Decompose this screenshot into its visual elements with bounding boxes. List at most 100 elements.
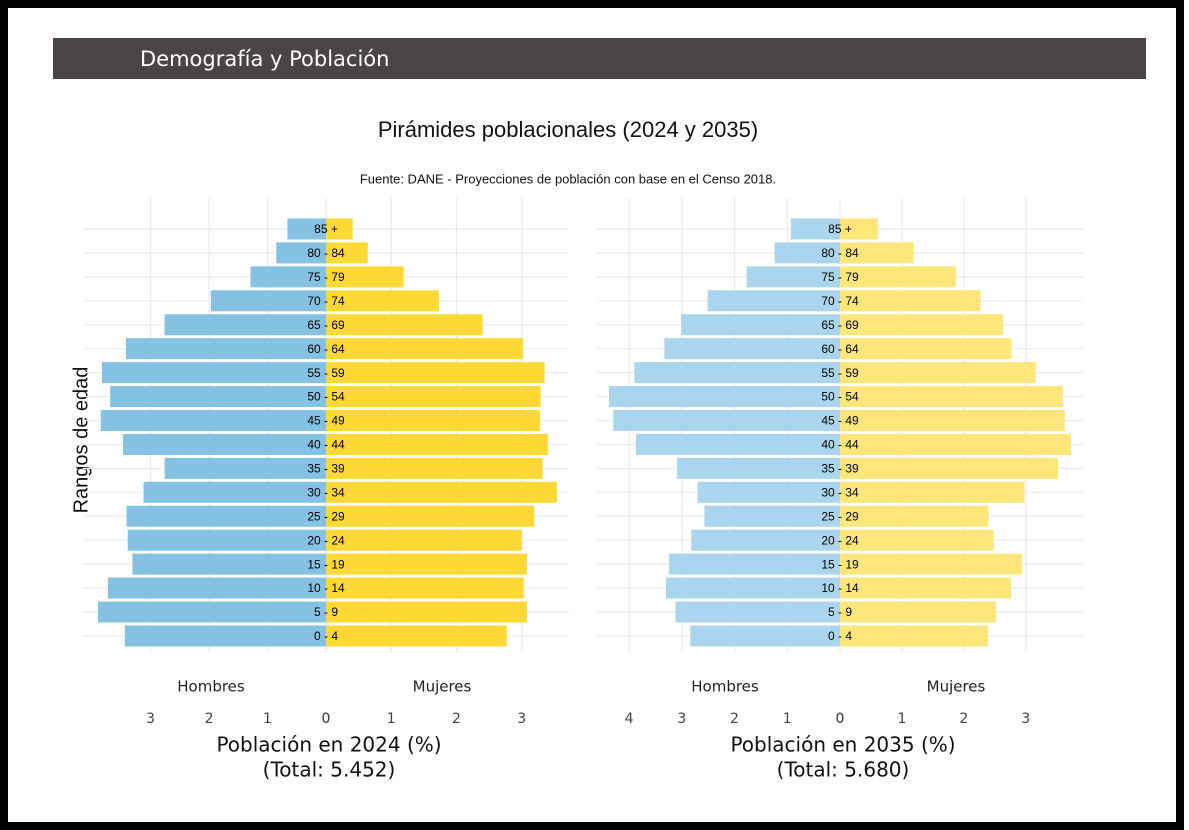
bar [143,481,326,503]
bar [326,505,535,527]
category-label: 35 - 39 [307,462,345,476]
bar [326,314,483,336]
category-label: 50 - 54 [821,390,859,404]
bar [665,577,840,599]
bar [840,290,981,312]
bar [124,625,326,647]
category-label: 75 - 79 [821,270,859,284]
category-label: 85 + [314,222,338,236]
bar [326,290,439,312]
category-label: 10 - 14 [821,581,859,595]
x-tick-label: 0 [836,711,845,727]
category-label: 40 - 44 [821,438,859,452]
bar [326,362,545,384]
category-label: 0 - 4 [828,629,852,643]
category-label: 5 - 9 [828,605,852,619]
bar [840,362,1036,384]
x-tick-label: 2 [730,711,739,727]
bar [840,338,1012,360]
x-tick-label: 0 [322,711,331,727]
category-label: 25 - 29 [821,509,859,523]
legend-label: Hombres [691,678,759,696]
x-tick-label: 4 [625,711,634,727]
bar [840,505,989,527]
bar [326,433,548,455]
bar [677,457,840,479]
category-label: 60 - 64 [821,342,859,356]
category-label: 75 - 79 [307,270,345,284]
x-tick-label: 3 [517,711,526,727]
bar [840,409,1065,431]
bar [126,505,327,527]
category-label: 70 - 74 [307,294,345,308]
bar [707,290,840,312]
category-label: 0 - 4 [314,629,338,643]
category-label: 45 - 49 [821,414,859,428]
bar [840,601,997,623]
category-label: 65 - 69 [821,318,859,332]
bar [326,577,524,599]
bar [107,577,327,599]
bar [326,625,507,647]
legend-label: Mujeres [413,678,472,696]
category-label: 45 - 49 [307,414,345,428]
bar [102,362,326,384]
bar [840,577,1011,599]
bar [132,553,326,575]
x-tick-label: 0 [836,711,845,727]
bar [840,218,878,240]
bar [326,242,368,264]
category-label: 20 - 24 [821,533,859,547]
category-label: 20 - 24 [307,533,345,547]
category-label: 85 + [828,222,852,236]
bar [635,433,840,455]
bar [326,529,522,551]
category-label: 80 - 84 [307,246,345,260]
category-label: 30 - 34 [821,485,859,499]
bar [326,409,541,431]
chart-title: Pirámides poblacionales (2024 y 2035) [378,117,758,142]
header-title: Demografía y Población [140,47,389,71]
x-tick-label: 0 [322,711,331,727]
bar [276,242,326,264]
bar [840,266,956,288]
bar [326,601,527,623]
bar [840,553,1023,575]
category-label: 15 - 19 [821,557,859,571]
category-label: 55 - 59 [307,366,345,380]
bar [704,505,840,527]
x-tick-label: 1 [783,711,792,727]
category-label: 50 - 54 [307,390,345,404]
bar [164,314,326,336]
x-tick-label: 1 [263,711,272,727]
category-label: 15 - 19 [307,557,345,571]
bar [125,338,326,360]
x-tick-label: 3 [1021,711,1030,727]
x-tick-label: 2 [452,711,461,727]
category-label: 65 - 69 [307,318,345,332]
bar [840,625,989,647]
bar [691,529,840,551]
bar [790,218,840,240]
bar [613,409,840,431]
bar [250,266,326,288]
bar [326,481,557,503]
x-axis-label: Población en 2024 (%) [216,733,441,757]
category-label: 55 - 59 [821,366,859,380]
bar [326,553,527,575]
bar [326,457,543,479]
legend-label: Hombres [177,678,245,696]
category-label: 10 - 14 [307,581,345,595]
bar [287,218,326,240]
bar [690,625,840,647]
bar [697,481,840,503]
bar [840,386,1063,408]
bar [97,601,327,623]
bar [123,433,326,455]
header-bar [53,38,1146,79]
category-label: 80 - 84 [821,246,859,260]
bar [634,362,840,384]
bar [681,314,840,336]
legend-label: Mujeres [927,678,986,696]
